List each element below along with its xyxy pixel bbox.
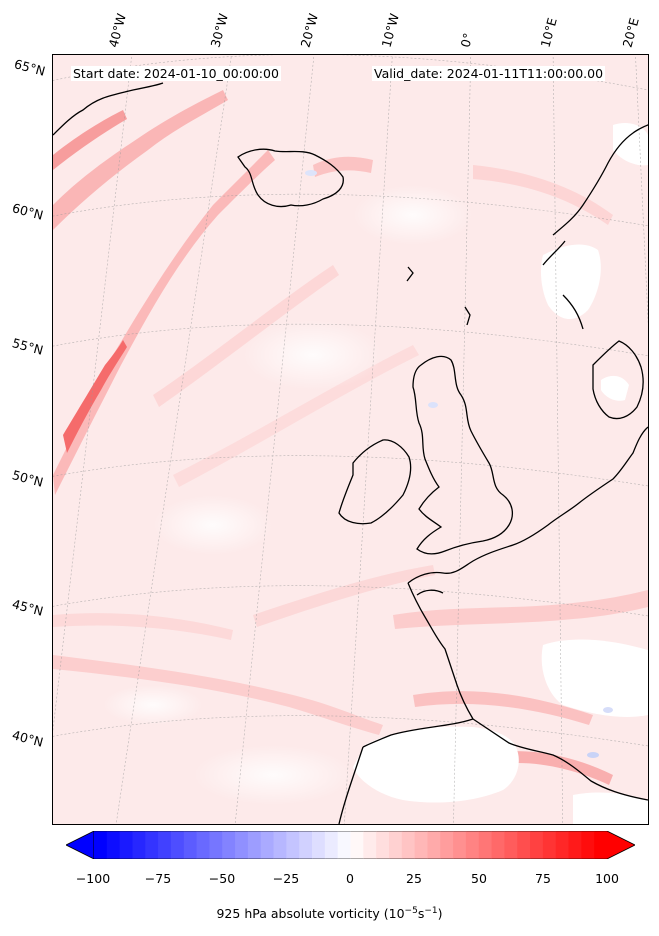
valid-date-label: Valid_date: 2024-01-11T11:00:00.00 xyxy=(372,66,606,81)
colorbar-band xyxy=(106,831,121,859)
colorbar-extend-low xyxy=(66,831,95,859)
colorbar-band xyxy=(299,831,313,859)
colorbar-band xyxy=(363,831,377,859)
start-date-label: Start date: 2024-01-10_00:00:00 xyxy=(71,66,281,81)
colorbar-band xyxy=(568,831,582,859)
graticule xyxy=(53,55,648,824)
colorbar-band xyxy=(273,831,287,859)
colorbar-band xyxy=(427,831,441,859)
colorbar-svg xyxy=(66,831,635,859)
colorbar-band xyxy=(401,831,416,859)
colorbar-tick: 75 xyxy=(535,871,551,886)
colorbar-band xyxy=(388,831,403,859)
colorbar-band xyxy=(530,831,544,859)
colorbar-band xyxy=(119,831,133,859)
colorbar-band xyxy=(453,831,467,859)
colorbar xyxy=(66,831,635,859)
colorbar-band xyxy=(440,831,454,859)
colorbar-band xyxy=(337,831,351,859)
colorbar-band xyxy=(260,831,275,859)
lon-label-20w: 20°W xyxy=(297,11,321,49)
colorbar-band xyxy=(222,831,236,859)
colorbar-band xyxy=(594,831,608,859)
lon-label-10e: 10°E xyxy=(537,16,560,50)
colorbar-band xyxy=(235,831,249,859)
colorbar-band xyxy=(183,831,198,859)
colorbar-band xyxy=(312,831,326,859)
colorbar-tick: 50 xyxy=(471,871,487,886)
colorbar-band xyxy=(145,831,159,859)
colorbar-tick: 0 xyxy=(346,871,354,886)
colorbar-band xyxy=(132,831,146,859)
lon-label-10w: 10°W xyxy=(378,11,402,49)
lat-label-50n: 50°N xyxy=(10,467,45,490)
colorbar-tick: −75 xyxy=(144,871,172,886)
colorbar-band xyxy=(478,831,493,859)
lon-label-30w: 30°W xyxy=(207,11,231,49)
lat-label-55n: 55°N xyxy=(10,335,45,358)
scandinavia-low-vorticity xyxy=(540,244,601,320)
colorbar-band xyxy=(517,831,531,859)
colorbar-tick: −25 xyxy=(272,871,300,886)
colorbar-tick: −50 xyxy=(208,871,236,886)
lon-label-40w: 40°W xyxy=(105,11,129,49)
colorbar-band xyxy=(350,831,364,859)
colorbar-band xyxy=(376,831,390,859)
iberia-low-vorticity xyxy=(353,726,519,803)
colorbar-band xyxy=(465,831,480,859)
lon-label-20e: 20°E xyxy=(619,16,642,50)
colorbar-band xyxy=(581,831,595,859)
colorbar-band xyxy=(414,831,428,859)
vorticity-band-core xyxy=(63,340,127,453)
vorticity-field-map xyxy=(53,55,648,824)
colorbar-band xyxy=(286,831,300,859)
lat-label-65n: 65°N xyxy=(12,56,47,79)
map-panel xyxy=(52,54,649,825)
coastlines xyxy=(53,82,648,824)
colorbar-tick: −100 xyxy=(75,871,111,886)
colorbar-band xyxy=(170,831,185,859)
colorbar-extend-high xyxy=(606,831,635,859)
colorbar-band xyxy=(542,831,557,859)
lat-label-40n: 40°N xyxy=(10,727,45,750)
colorbar-band xyxy=(247,831,262,859)
colorbar-tick: 25 xyxy=(406,871,422,886)
colorbar-band xyxy=(555,831,570,859)
colorbar-label: 925 hPa absolute vorticity (10−5s−1) xyxy=(216,906,443,922)
lon-label-0: 0° xyxy=(457,31,476,49)
lat-label-60n: 60°N xyxy=(10,200,45,223)
colorbar-band xyxy=(504,831,518,859)
colorbar-band xyxy=(324,831,339,859)
colorbar-band xyxy=(209,831,223,859)
colorbar-band xyxy=(196,831,210,859)
colorbar-band xyxy=(94,831,108,859)
colorbar-band xyxy=(158,831,172,859)
lat-label-45n: 45°N xyxy=(10,596,45,619)
colorbar-band xyxy=(491,831,505,859)
colorbar-tick: 100 xyxy=(595,871,619,886)
